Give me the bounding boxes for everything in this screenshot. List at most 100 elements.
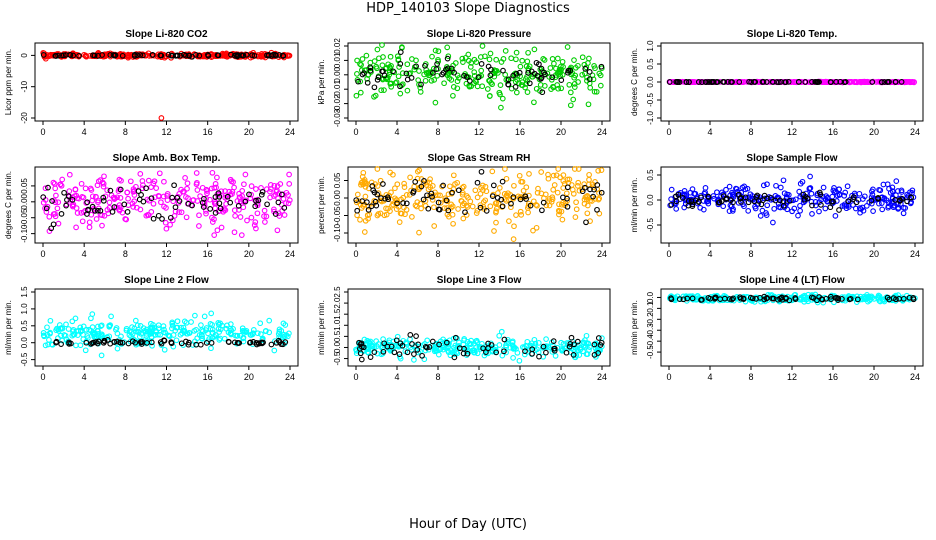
data-point (422, 347, 429, 354)
y-tick-label: 0 (20, 53, 29, 58)
data-point (48, 225, 55, 232)
data-point (261, 207, 268, 214)
data-point (373, 202, 380, 209)
data-point (88, 187, 95, 193)
data-point (395, 73, 402, 80)
data-point (359, 71, 366, 78)
data-point (52, 185, 59, 192)
data-point (511, 182, 517, 189)
data-point (43, 205, 50, 212)
data-point (118, 177, 124, 184)
x-tick-label: 16 (515, 127, 525, 137)
data-point (267, 194, 273, 201)
data-point (389, 202, 395, 209)
data-point (407, 174, 413, 181)
data-point (522, 348, 528, 355)
data-point (505, 339, 512, 345)
data-point (533, 202, 539, 208)
data-point (50, 211, 57, 217)
data-point (477, 204, 484, 211)
data-point (286, 197, 293, 204)
data-point (237, 332, 244, 339)
data-point (161, 326, 167, 333)
data-point (117, 186, 124, 193)
data-point (804, 195, 811, 202)
data-point (889, 188, 896, 194)
data-point (547, 65, 554, 71)
data-point (573, 199, 579, 206)
data-point (565, 67, 572, 74)
data-point (65, 193, 72, 199)
data-point (493, 219, 499, 226)
data-point (451, 348, 457, 354)
data-point (893, 296, 899, 303)
data-point (391, 69, 398, 76)
x-tick-label: 8 (748, 372, 753, 382)
data-point (42, 185, 49, 192)
data-point (502, 48, 509, 54)
data-point (150, 322, 156, 328)
data-point (763, 295, 770, 302)
data-point (729, 296, 735, 303)
data-point (598, 63, 605, 70)
x-tick-label: 8 (748, 127, 753, 137)
data-point (428, 77, 435, 84)
data-point (239, 188, 246, 194)
data-point (264, 201, 270, 208)
y-tick-label: -0.5 (646, 93, 655, 107)
data-point (59, 176, 66, 183)
data-point (111, 204, 118, 210)
data-point (383, 340, 390, 347)
data-point (283, 200, 289, 206)
data-point (415, 341, 422, 348)
data-point (668, 201, 675, 208)
data-point (180, 324, 187, 331)
data-point (579, 71, 586, 78)
data-point (252, 219, 259, 225)
x-tick-label: 16 (203, 127, 213, 137)
data-point (493, 56, 500, 63)
x-tick-label: 24 (910, 127, 920, 137)
x-tick-label: 8 (123, 249, 128, 259)
data-point (196, 212, 202, 219)
data-point (877, 187, 884, 194)
data-point (286, 171, 292, 178)
data-point (70, 52, 77, 59)
data-point (517, 63, 524, 70)
data-point (432, 99, 439, 106)
data-point (577, 345, 583, 351)
data-point (178, 324, 184, 331)
data-point (179, 330, 185, 337)
data-point (797, 202, 803, 209)
data-point (800, 199, 807, 206)
data-point (265, 52, 272, 58)
data-point (820, 299, 827, 306)
data-point (355, 78, 361, 85)
data-point (140, 52, 146, 59)
data-point (50, 179, 57, 186)
data-point (896, 295, 902, 302)
data-point (153, 185, 160, 191)
data-point (455, 187, 462, 194)
data-point (423, 182, 430, 188)
data-point (551, 345, 558, 352)
data-point (410, 188, 417, 195)
data-point (357, 78, 364, 85)
x-tick-label: 20 (556, 127, 566, 137)
data-point (553, 65, 559, 72)
data-point (593, 341, 600, 348)
data-point (806, 186, 813, 192)
data-point (196, 223, 202, 229)
data-point (379, 42, 385, 48)
data-point (409, 56, 415, 62)
x-tick-label: 12 (161, 372, 171, 382)
data-point (84, 199, 91, 206)
x-tick-label: 12 (787, 127, 797, 137)
data-point (216, 337, 223, 343)
data-point (125, 195, 131, 202)
data-point (832, 213, 839, 219)
data-point (881, 79, 888, 85)
data-point (199, 333, 205, 340)
data-point (392, 185, 398, 192)
data-point (729, 79, 735, 85)
